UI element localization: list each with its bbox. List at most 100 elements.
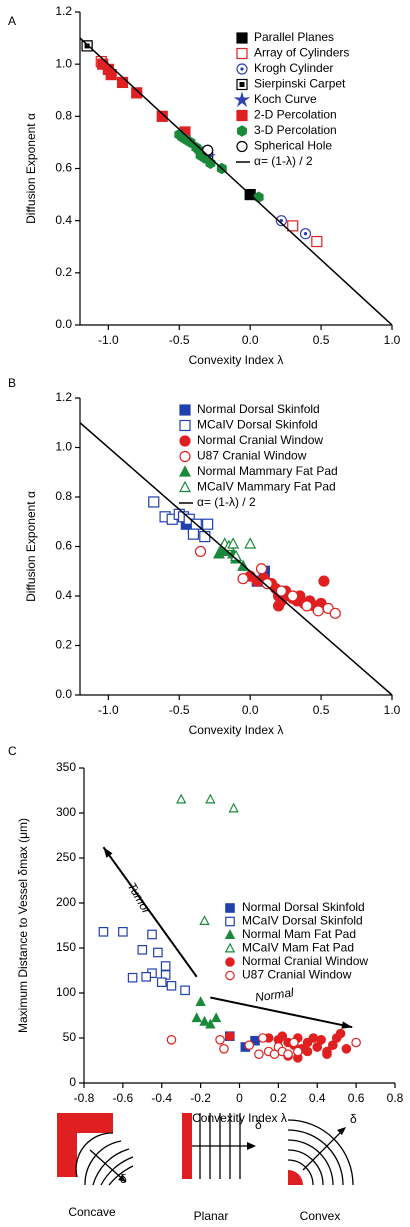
convex-icon bbox=[287, 1119, 354, 1186]
y-tick-label: 100 bbox=[56, 985, 76, 999]
marker bbox=[301, 600, 313, 612]
marker-dot bbox=[239, 82, 245, 87]
legend-label: Normal Mam Fat Pad bbox=[242, 927, 356, 941]
legend-label: Normal Dorsal Skinfold bbox=[242, 900, 365, 914]
y-tick-label: 1.0 bbox=[55, 440, 72, 454]
diagram-label: Concave bbox=[68, 1205, 116, 1219]
marker bbox=[202, 144, 214, 156]
legend-label: Parallel Planes bbox=[254, 30, 334, 44]
marker bbox=[275, 585, 287, 597]
delta-symbol: δ bbox=[120, 1172, 127, 1186]
y-tick-label: 250 bbox=[56, 850, 76, 864]
marker bbox=[277, 1031, 288, 1041]
marker bbox=[147, 929, 157, 940]
marker bbox=[205, 157, 216, 169]
marker bbox=[156, 977, 167, 987]
legend-swatch bbox=[179, 404, 191, 416]
x-tick-label: 0.0 bbox=[242, 333, 259, 347]
x-tick-label: -0.5 bbox=[169, 703, 190, 717]
marker bbox=[210, 1012, 222, 1023]
concave-icon bbox=[57, 1113, 134, 1186]
legend-swatch bbox=[224, 929, 236, 939]
legend-label: U87 Cranial Window bbox=[197, 449, 307, 463]
x-tick-label: 0.8 bbox=[387, 1091, 404, 1105]
legend-swatch bbox=[225, 957, 235, 967]
y-tick-label: 0.0 bbox=[55, 687, 72, 701]
x-tick-label: -0.6 bbox=[113, 1091, 134, 1105]
legend-label: α= (1-λ) / 2 bbox=[254, 154, 313, 168]
marker-dot bbox=[240, 67, 244, 71]
y-tick-label: 1.0 bbox=[55, 56, 72, 70]
marker bbox=[329, 607, 341, 619]
marker bbox=[118, 926, 128, 937]
y-tick-label: 0.4 bbox=[55, 213, 72, 227]
legend-swatch bbox=[236, 109, 248, 122]
panel-letter: B bbox=[8, 376, 16, 390]
legend-swatch bbox=[236, 32, 248, 44]
x-tick-label: -1.0 bbox=[98, 703, 119, 717]
annotation: Normal bbox=[254, 985, 295, 1004]
x-tick-label: 0.5 bbox=[313, 703, 330, 717]
legend-label: Array of Cylinders bbox=[254, 46, 349, 60]
x-tick-label: 0.2 bbox=[270, 1091, 287, 1105]
x-tick-label: 0.5 bbox=[313, 333, 330, 347]
marker bbox=[205, 793, 216, 804]
marker bbox=[322, 1049, 332, 1059]
marker bbox=[308, 1033, 319, 1043]
legend-swatch bbox=[236, 47, 248, 60]
fit-line bbox=[79, 422, 393, 696]
marker bbox=[312, 605, 324, 617]
legend-label: MCaIV Mammary Fat Pad bbox=[197, 480, 336, 494]
y-tick-label: 1.2 bbox=[55, 390, 72, 404]
y-tick-label: 0.2 bbox=[55, 265, 72, 279]
y-axis-label: Maximum Distance to Vessel δmax (μm) bbox=[16, 818, 30, 1033]
marker bbox=[215, 1035, 225, 1045]
marker bbox=[98, 926, 109, 937]
legend-label: MCaIV Dorsal Skinfold bbox=[242, 914, 363, 928]
marker bbox=[156, 110, 168, 122]
y-tick-label: 1.2 bbox=[55, 4, 72, 18]
x-tick-label: 0.6 bbox=[348, 1091, 365, 1105]
marker bbox=[194, 545, 207, 558]
marker bbox=[137, 944, 148, 955]
y-axis-label: Diffusion Exponent α bbox=[24, 113, 38, 224]
marker bbox=[351, 1037, 361, 1048]
marker bbox=[219, 1044, 229, 1054]
marker bbox=[205, 1018, 216, 1029]
marker bbox=[258, 1033, 268, 1043]
y-tick-label: 300 bbox=[56, 805, 76, 819]
marker bbox=[175, 793, 187, 804]
x-tick-label: 1.0 bbox=[384, 333, 401, 347]
marker bbox=[283, 1049, 293, 1059]
arrow bbox=[210, 996, 353, 1029]
x-tick-label: -0.8 bbox=[74, 1091, 95, 1105]
legend-swatch bbox=[237, 125, 247, 137]
marker bbox=[302, 1046, 313, 1057]
marker bbox=[199, 530, 211, 543]
marker bbox=[227, 537, 240, 549]
marker-dot bbox=[84, 43, 90, 49]
legend-label: Krogh Cylinder bbox=[254, 61, 333, 75]
marker bbox=[180, 985, 190, 996]
legend-swatch bbox=[179, 450, 191, 463]
legend-swatch bbox=[233, 91, 251, 108]
x-tick-label: 0.4 bbox=[309, 1091, 326, 1105]
legend-label: MCaIV Dorsal Skinfold bbox=[197, 418, 318, 432]
x-axis-label: Convexity Index λ bbox=[189, 723, 284, 737]
panel-letter: C bbox=[8, 744, 17, 758]
marker bbox=[195, 996, 206, 1006]
legend-swatch bbox=[179, 435, 191, 447]
x-tick-label: 1.0 bbox=[384, 703, 401, 717]
marker bbox=[287, 590, 299, 602]
y-tick-label: 0.8 bbox=[55, 489, 72, 503]
legend-swatch bbox=[236, 140, 248, 153]
marker bbox=[199, 1015, 210, 1026]
legend-swatch bbox=[179, 465, 191, 477]
marker bbox=[148, 496, 160, 508]
legend-swatch bbox=[224, 942, 236, 953]
marker bbox=[341, 1044, 352, 1054]
diagram-label: Convex bbox=[300, 1209, 341, 1223]
schematic: δ δ δ Concave Planar Convex bbox=[57, 1112, 357, 1223]
marker bbox=[191, 1012, 202, 1023]
